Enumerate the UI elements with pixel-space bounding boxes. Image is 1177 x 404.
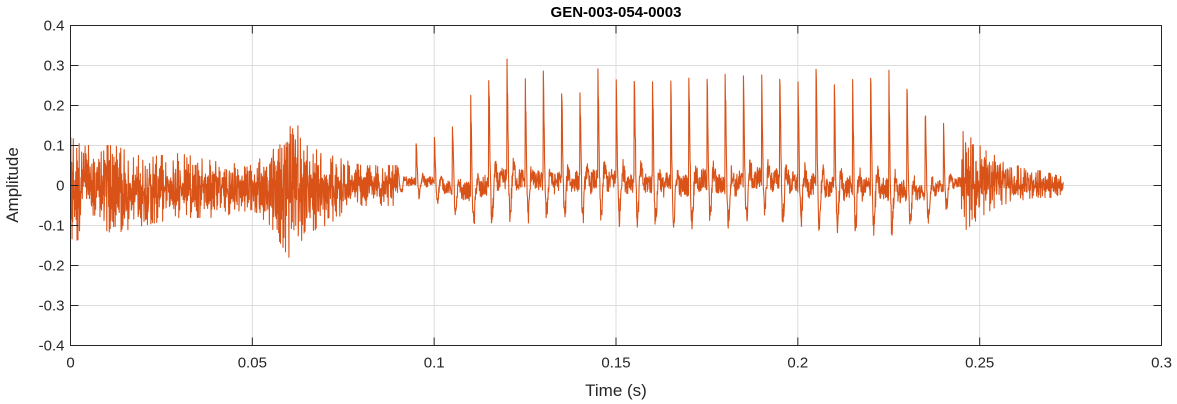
x-axis-label: Time (s) [585,381,647,400]
series-layer [69,58,1064,258]
chart-title: GEN-003-054-0003 [551,4,682,21]
tick-marks [70,25,1162,346]
x-tick-label: 0.1 [424,355,445,372]
x-tick-label: 0.05 [238,355,267,372]
x-tick-label: 0.2 [787,355,808,372]
x-tick-label: 0.15 [601,355,630,372]
waveform-line [69,58,1064,258]
x-tick-label: 0 [66,355,74,372]
y-tick-label: 0.2 [44,98,65,115]
x-tick-label: 0.25 [965,355,994,372]
y-tick-label: 0 [56,178,64,195]
y-tick-labels: -0.4 -0.3 -0.2 -0.1 0 0.1 0.2 0.3 0.4 [39,18,65,355]
y-tick-label: 0.3 [44,58,65,75]
y-tick-label: -0.1 [39,218,65,235]
y-tick-label: -0.4 [39,338,65,355]
x-tick-labels: 0 0.05 0.1 0.15 0.2 0.25 0.3 [66,355,1172,372]
y-tick-label: -0.3 [39,298,65,315]
x-tick-label: 0.3 [1151,355,1172,372]
y-tick-label: -0.2 [39,258,65,275]
y-tick-label: 0.1 [44,138,65,155]
y-tick-label: 0.4 [44,18,65,35]
y-axis-label: Amplitude [3,147,22,223]
